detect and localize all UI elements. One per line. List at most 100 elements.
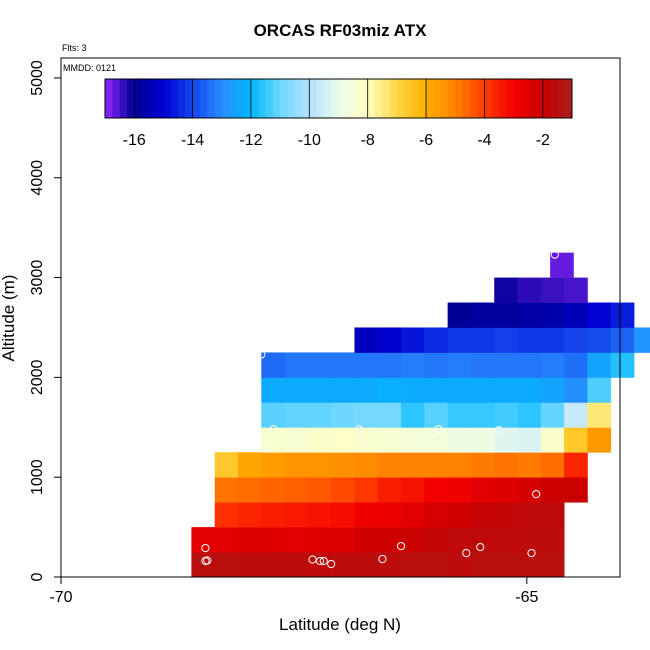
heatmap-cell: [447, 402, 472, 428]
colorbar-segment: [280, 79, 288, 118]
heatmap-cell: [214, 552, 239, 578]
heatmap-cell: [517, 427, 542, 453]
heatmap-cell: [540, 277, 565, 303]
heatmap-cell: [517, 477, 542, 503]
colorbar-segment: [506, 79, 515, 118]
heatmap-cell: [354, 377, 379, 403]
flight-point: [203, 556, 212, 565]
flights-note: Flts: 3: [62, 43, 87, 53]
heatmap-cell: [470, 402, 495, 428]
x-tick-label: -70: [49, 589, 72, 606]
heatmap-cell: [354, 452, 379, 478]
heatmap-cell: [377, 452, 402, 478]
heatmap-cell: [284, 527, 309, 553]
colorbar-segment: [557, 79, 566, 118]
colorbar-segment: [156, 79, 164, 118]
heatmap-cell: [517, 302, 542, 328]
y-tick-label: 4000: [29, 160, 46, 196]
colorbar-segment: [491, 79, 500, 118]
flight-point: [319, 556, 328, 566]
y-axis: 0 1000 2000 3000 4000 5000: [29, 60, 61, 581]
heatmap-cell: [284, 377, 309, 403]
colorbar-tick-label: -2: [536, 132, 550, 149]
colorbar-segment: [353, 79, 361, 118]
heatmap-cell: [307, 377, 332, 403]
colorbar-segment: [112, 79, 121, 118]
heatmap-cell: [401, 402, 425, 428]
colorbar-segment: [484, 79, 493, 118]
colorbar-segment: [528, 79, 537, 118]
y-tick-label: 5000: [29, 60, 46, 96]
colorbar-segment: [316, 79, 325, 118]
heatmap-cell: [331, 452, 355, 478]
heatmap-cell: [261, 502, 285, 528]
heatmap-cell: [517, 402, 542, 428]
heatmap-cell: [587, 377, 612, 403]
y-tick-label: 1000: [29, 459, 46, 495]
heatmap-cell: [494, 452, 518, 478]
heatmap-cell: [261, 527, 285, 553]
heatmap-cell: [284, 502, 309, 528]
heatmap-cell: [424, 477, 449, 503]
heatmap-cell: [587, 352, 612, 378]
heatmap-cell: [261, 477, 285, 503]
heatmap-cell: [587, 327, 612, 353]
heatmap-cell: [564, 327, 588, 353]
heatmap-cell: [354, 352, 379, 378]
colorbar-segment: [272, 79, 281, 118]
heatmap-cell: [424, 402, 449, 428]
heatmap-cell: [238, 552, 262, 578]
heatmap-cell: [354, 327, 379, 353]
heatmap-cell: [470, 352, 495, 378]
colorbar-tick-label: -12: [239, 132, 262, 149]
flight-point: [434, 425, 443, 434]
colorbar-segment: [396, 79, 405, 118]
heatmap-cell: [331, 502, 355, 528]
heatmap-cell: [633, 327, 650, 353]
colorbar: -16 -14 -12 -10 -8 -6 -4 -2: [104, 78, 573, 149]
colorbar-segment: [323, 79, 332, 118]
heatmap-cell: [517, 502, 542, 528]
colorbar-segment: [229, 79, 237, 118]
heatmap-cell: [540, 402, 565, 428]
flight-point: [378, 554, 387, 564]
heatmap-cell: [470, 377, 495, 403]
flight-point: [550, 250, 559, 259]
heatmap-cell: [494, 352, 518, 378]
colorbar-segment: [477, 79, 485, 118]
colorbar-segment: [141, 79, 150, 118]
flight-point: [494, 426, 503, 435]
heatmap-cell: [238, 502, 262, 528]
colorbar-tick-label: -14: [181, 132, 204, 149]
colorbar-segment: [338, 79, 347, 118]
heatmap-cell: [494, 327, 518, 353]
date-note: MMDD: 0121: [63, 63, 116, 73]
colorbar-segment: [440, 79, 449, 118]
colorbar-segment: [214, 79, 223, 118]
y-axis-label: Altitude (m): [0, 275, 18, 362]
heatmap-cell: [447, 502, 472, 528]
colorbar-segment: [170, 79, 179, 118]
heatmap-cell: [377, 527, 402, 553]
plot-frame: [60, 57, 621, 578]
heatmap-cell: [354, 552, 379, 578]
colorbar-segment: [455, 79, 464, 118]
heatmap-cell: [214, 452, 239, 478]
heatmap-cell: [517, 327, 542, 353]
heatmap-cell: [261, 402, 285, 428]
heatmap-cell: [214, 477, 239, 503]
heatmap-cell: [564, 352, 588, 378]
colorbar-segment: [345, 79, 354, 118]
flight-point: [201, 543, 210, 553]
heatmap-cell: [494, 552, 518, 578]
colorbar-segment: [250, 79, 259, 118]
heatmap-cell: [564, 477, 588, 503]
heatmap-cell: [540, 352, 565, 378]
colorbar-segment: [199, 79, 208, 118]
heatmap-cell: [401, 502, 425, 528]
colorbar-segment: [119, 79, 128, 118]
heatmap-cell: [564, 452, 588, 478]
colorbar-segment: [258, 79, 267, 118]
colorbar-segment: [105, 79, 113, 118]
